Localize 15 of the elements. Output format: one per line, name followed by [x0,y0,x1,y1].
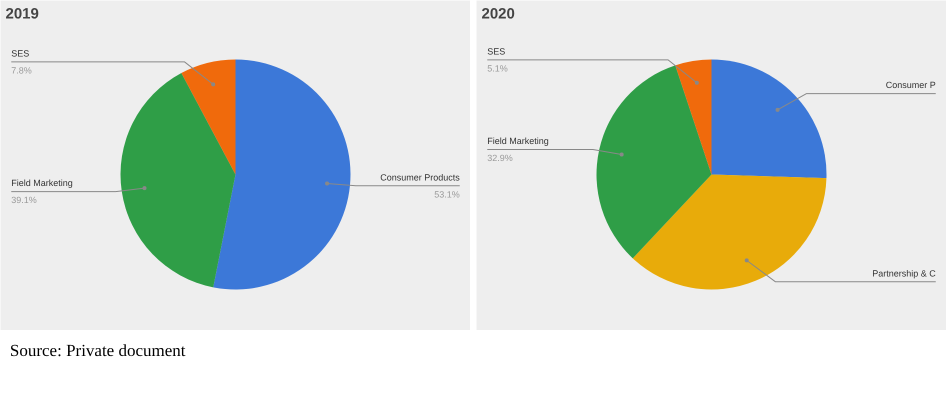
source-note: Source: Private document [10,341,186,360]
data-label: 53.1% [434,189,460,200]
chart-title: 2020 [482,6,515,22]
data-label: 5.1% [487,63,508,74]
slice-label: SES [11,48,30,58]
data-label: 32.9% [487,153,513,164]
chart-title: 2019 [6,6,39,22]
slice-label: Field Marketing [487,136,549,146]
slice-label: Consumer Products [380,172,460,182]
slice-label: SES [487,46,506,56]
slice-label: Consumer P [886,80,936,90]
slice-label: Partnership & C [872,268,936,278]
data-label: 7.8% [11,65,32,76]
slice-label: Field Marketing [11,178,73,188]
data-label: 39.1% [11,195,37,206]
